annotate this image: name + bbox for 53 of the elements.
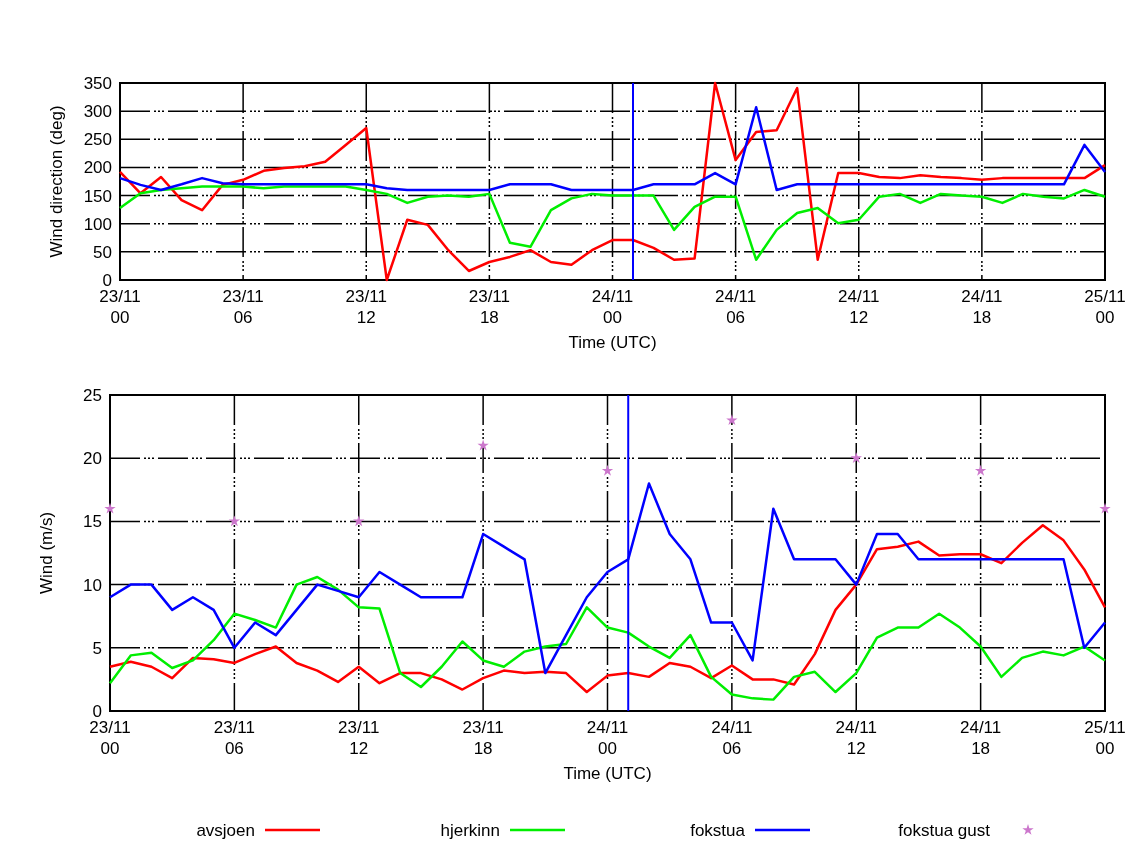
x-tick-label: 23/11 06 [222,287,264,327]
point [850,452,862,464]
legend-label: fokstua [690,821,746,840]
point [1099,502,1111,514]
y-tick-label: 25 [83,386,102,405]
y-tick-label: 20 [83,449,102,469]
line-series [108,575,1107,701]
y-tick-label: 50 [93,242,112,262]
point [726,414,738,426]
x-tick-label: 24/11 18 [959,718,1002,758]
y-axis-title: Wind (m/s) [37,511,56,595]
x-tick-label: 23/11 06 [213,718,256,758]
x-axis-title: Time (UTC) [563,764,652,783]
y-axis-title: Wind direction (deg) [47,105,66,258]
line-series [118,81,1107,282]
x-axis-title: Time (UTC) [568,333,657,352]
line-series [118,185,1107,261]
point [477,439,489,451]
y-tick-label: 200 [83,158,112,178]
y-tick-label: 0 [102,271,112,290]
point [228,515,241,527]
legend-label: hjerkinn [440,821,500,840]
y-tick-label: 15 [83,512,102,532]
x-tick-label: 24/11 18 [961,287,1003,327]
line-series [108,523,1107,694]
y-tick-label: 0 [92,702,102,721]
x-tick-label: 24/11 06 [714,287,757,327]
y-tick-label: 100 [83,214,112,234]
x-tick-label: 24/11 00 [586,718,629,758]
point [974,464,987,476]
point [353,515,365,527]
x-tick-label: 23/11 18 [468,287,511,327]
x-tick-label: 25/11 00 [1084,287,1126,327]
y-tick-label: 350 [83,74,112,93]
x-tick-label: 25/11 00 [1084,718,1126,758]
point [601,464,614,476]
point [104,502,116,514]
y-tick-label: 10 [83,575,102,595]
x-tick-label: 23/11 00 [99,287,141,327]
legend-label: fokstua gust [898,821,991,840]
x-tick-label: 24/11 12 [838,287,880,327]
x-tick-label: 24/11 00 [591,287,634,327]
y-tick-label: 150 [83,186,112,206]
legend-label: avsjoen [196,821,255,840]
y-tick-label: 5 [92,638,102,658]
y-tick-label: 250 [83,130,112,150]
y-tick-label: 300 [83,102,112,122]
x-tick-label: 23/11 12 [338,718,380,758]
x-tick-label: 23/11 00 [89,718,131,758]
x-tick-label: 23/11 12 [345,287,387,327]
x-tick-label: 24/11 06 [711,718,753,758]
x-tick-label: 24/11 12 [835,718,877,758]
x-tick-label: 23/11 18 [462,718,504,758]
